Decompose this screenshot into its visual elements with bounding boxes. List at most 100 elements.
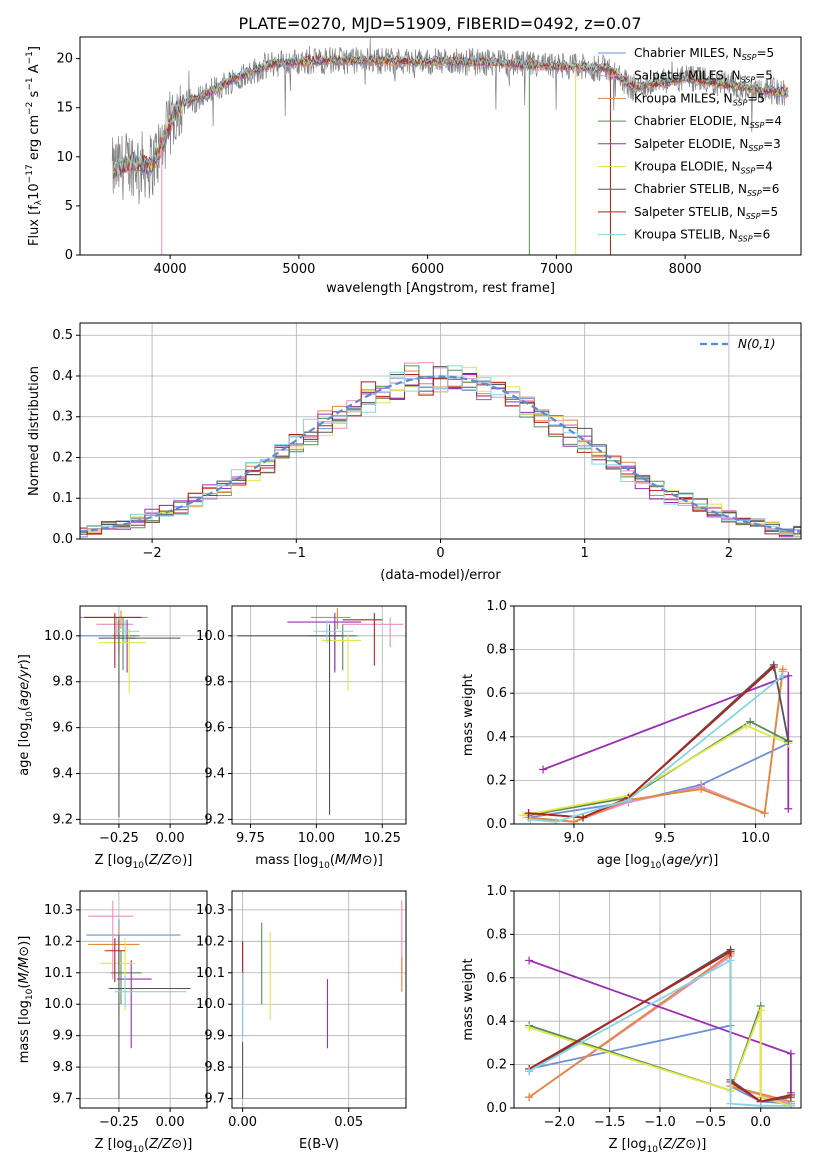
weight-line (542, 674, 790, 809)
y-tick-label: 9.8 (52, 1060, 73, 1075)
axes-frame (79, 890, 208, 1109)
plot-area-mass-vs-Z (86, 900, 191, 1099)
legend-entry: Chabrier ELODIE, NSSP=4 (634, 114, 782, 130)
legend-entry: Kroupa ELODIE, NSSP=4 (634, 160, 773, 176)
y-tick-label: 10.0 (44, 997, 73, 1012)
y-tick-label: 9.6 (204, 721, 225, 736)
normal-reference-curve (80, 375, 801, 533)
y-tick-label: 9.8 (204, 675, 225, 690)
x-tick-label: −1 (287, 546, 306, 561)
x-tick-label: 9.0 (564, 831, 585, 846)
axes-residuals: −2 −1 0 1 2 0.0 0.1 0.2 0.3 0.4 0.5 N(0,1) (52, 322, 802, 561)
legend-entry: Chabrier MILES, NSSP=5 (634, 46, 774, 62)
axes-weight-vs-age: 9.0 9.5 10.0 0.0 0.2 0.4 0.6 0.8 1.0 (486, 599, 802, 846)
weight-point (726, 956, 735, 965)
axes-weight-vs-Z: −2.0 −1.5 −1.0 −0.5 0.0 0.0 0.2 0.4 0.6 0.8 1.0 (486, 884, 802, 1130)
legend-entry: Chabrier STELIB, NSSP=6 (634, 182, 779, 198)
plot-area-residuals (80, 362, 801, 538)
plot-area-age-vs-Z (80, 610, 181, 818)
y-tick-label: 9.4 (52, 767, 73, 782)
y-tick-label: 0.2 (486, 773, 507, 788)
y-tick-label: 0.8 (486, 643, 507, 658)
y-tick-label: 0.0 (486, 1101, 507, 1116)
y-tick-label: 9.6 (52, 721, 73, 736)
x-tick-label: 10.00 (298, 831, 335, 846)
weight-line (528, 742, 789, 819)
y-tick-label: 1.0 (486, 884, 507, 899)
y-tick-label: 0.8 (486, 927, 507, 942)
axes-mass-vs-EBV: 0.00 0.05 9.7 9.8 9.9 10.0 10.1 10.2 10.3 (196, 890, 407, 1130)
x-axis-label: mass [log10(M/M⊙)] (255, 853, 383, 871)
weight-point (569, 817, 578, 824)
axes-frame (79, 605, 208, 825)
y-tick-label: 0.4 (52, 369, 73, 384)
weight-point (726, 947, 735, 956)
y-tick-label: 9.8 (204, 1060, 225, 1075)
y-tick-label: 0.3 (52, 410, 73, 425)
y-tick-label: 9.4 (204, 767, 225, 782)
weight-point (742, 721, 751, 730)
y-tick-label: 15 (56, 101, 73, 116)
y-tick-label: 9.8 (52, 675, 73, 690)
y-axis-label: mass weight (461, 958, 476, 1040)
weight-point (524, 809, 533, 818)
legend-entry: Kroupa STELIB, NSSP=6 (634, 228, 770, 244)
weight-point (525, 1023, 534, 1032)
y-tick-label: 0.2 (52, 450, 73, 465)
y-tick-label: 0.0 (486, 817, 507, 832)
y-tick-label: 9.2 (52, 812, 73, 827)
plot-area-spectrum (111, 38, 789, 255)
y-tick-label: 10.0 (196, 997, 225, 1012)
weight-point (784, 737, 793, 746)
x-tick-label: −1.5 (594, 1115, 626, 1130)
weight-point (778, 671, 787, 680)
y-tick-label: 10.2 (44, 934, 73, 949)
figure-title: PLATE=0270, MJD=51909, FIBERID=0492, z=0… (238, 14, 641, 33)
y-tick-label: 0.4 (486, 1014, 507, 1029)
plot-area-weight-vs-age (519, 660, 793, 824)
weight-line (528, 666, 775, 819)
weight-point (726, 1099, 735, 1108)
x-tick-label: −0.25 (99, 831, 139, 846)
x-tick-label: −2 (143, 546, 162, 561)
y-tick-label: 0.6 (486, 971, 507, 986)
y-tick-label: 0.5 (52, 328, 73, 343)
axes-frame (231, 605, 407, 825)
x-axis-label: Z [log10(Z/Z⊙)] (609, 1137, 707, 1155)
y-tick-label: 9.9 (204, 1029, 225, 1044)
y-tick-label: 9.2 (204, 812, 225, 827)
weight-point (539, 765, 548, 774)
axes-frame (231, 890, 407, 1109)
y-tick-label: 10.0 (44, 629, 73, 644)
legend-entry: Salpeter STELIB, NSSP=5 (634, 205, 778, 221)
plot-area-mass-vs-EBV (242, 900, 403, 1099)
axes-age-vs-Z: −0.25 0.00 9.2 9.4 9.6 9.8 10.0 (44, 605, 208, 846)
y-axis-label: mass [log10(M/M⊙)] (17, 936, 35, 1064)
x-tick-label: 10.0 (741, 831, 770, 846)
residual-histogram (80, 366, 801, 538)
legend-entry: N(0,1) (738, 337, 775, 351)
y-tick-label: 10.1 (196, 966, 225, 981)
y-tick-label: 10 (56, 150, 73, 165)
y-tick-label: 0.2 (486, 1058, 507, 1073)
weight-point (784, 804, 793, 813)
legend-entry: Salpeter MILES, NSSP=5 (634, 69, 773, 85)
y-axis-label: Flux [fλ10−17 erg cm−2 s−1 A−1] (25, 46, 44, 246)
x-tick-label: −0.25 (99, 1115, 139, 1130)
y-tick-label: 20 (56, 52, 73, 67)
weight-point (624, 796, 633, 805)
x-tick-label: −1.0 (644, 1115, 676, 1130)
x-axis-label: (data-model)/error (380, 568, 501, 583)
axes-frame (513, 605, 802, 825)
weight-point (760, 809, 769, 818)
y-tick-label: 1.0 (486, 599, 507, 614)
x-tick-label: 8000 (669, 262, 702, 277)
weight-point (519, 811, 528, 820)
weight-point (756, 1101, 765, 1108)
plot-area-weight-vs-Z (525, 945, 795, 1108)
axes-mass-vs-Z: −0.25 0.00 9.7 9.8 9.9 10.0 10.1 10.2 10.3 (44, 890, 208, 1130)
y-axis-label: Normed distribution (27, 366, 42, 496)
weight-line (522, 724, 789, 817)
y-tick-label: 0.4 (486, 730, 507, 745)
